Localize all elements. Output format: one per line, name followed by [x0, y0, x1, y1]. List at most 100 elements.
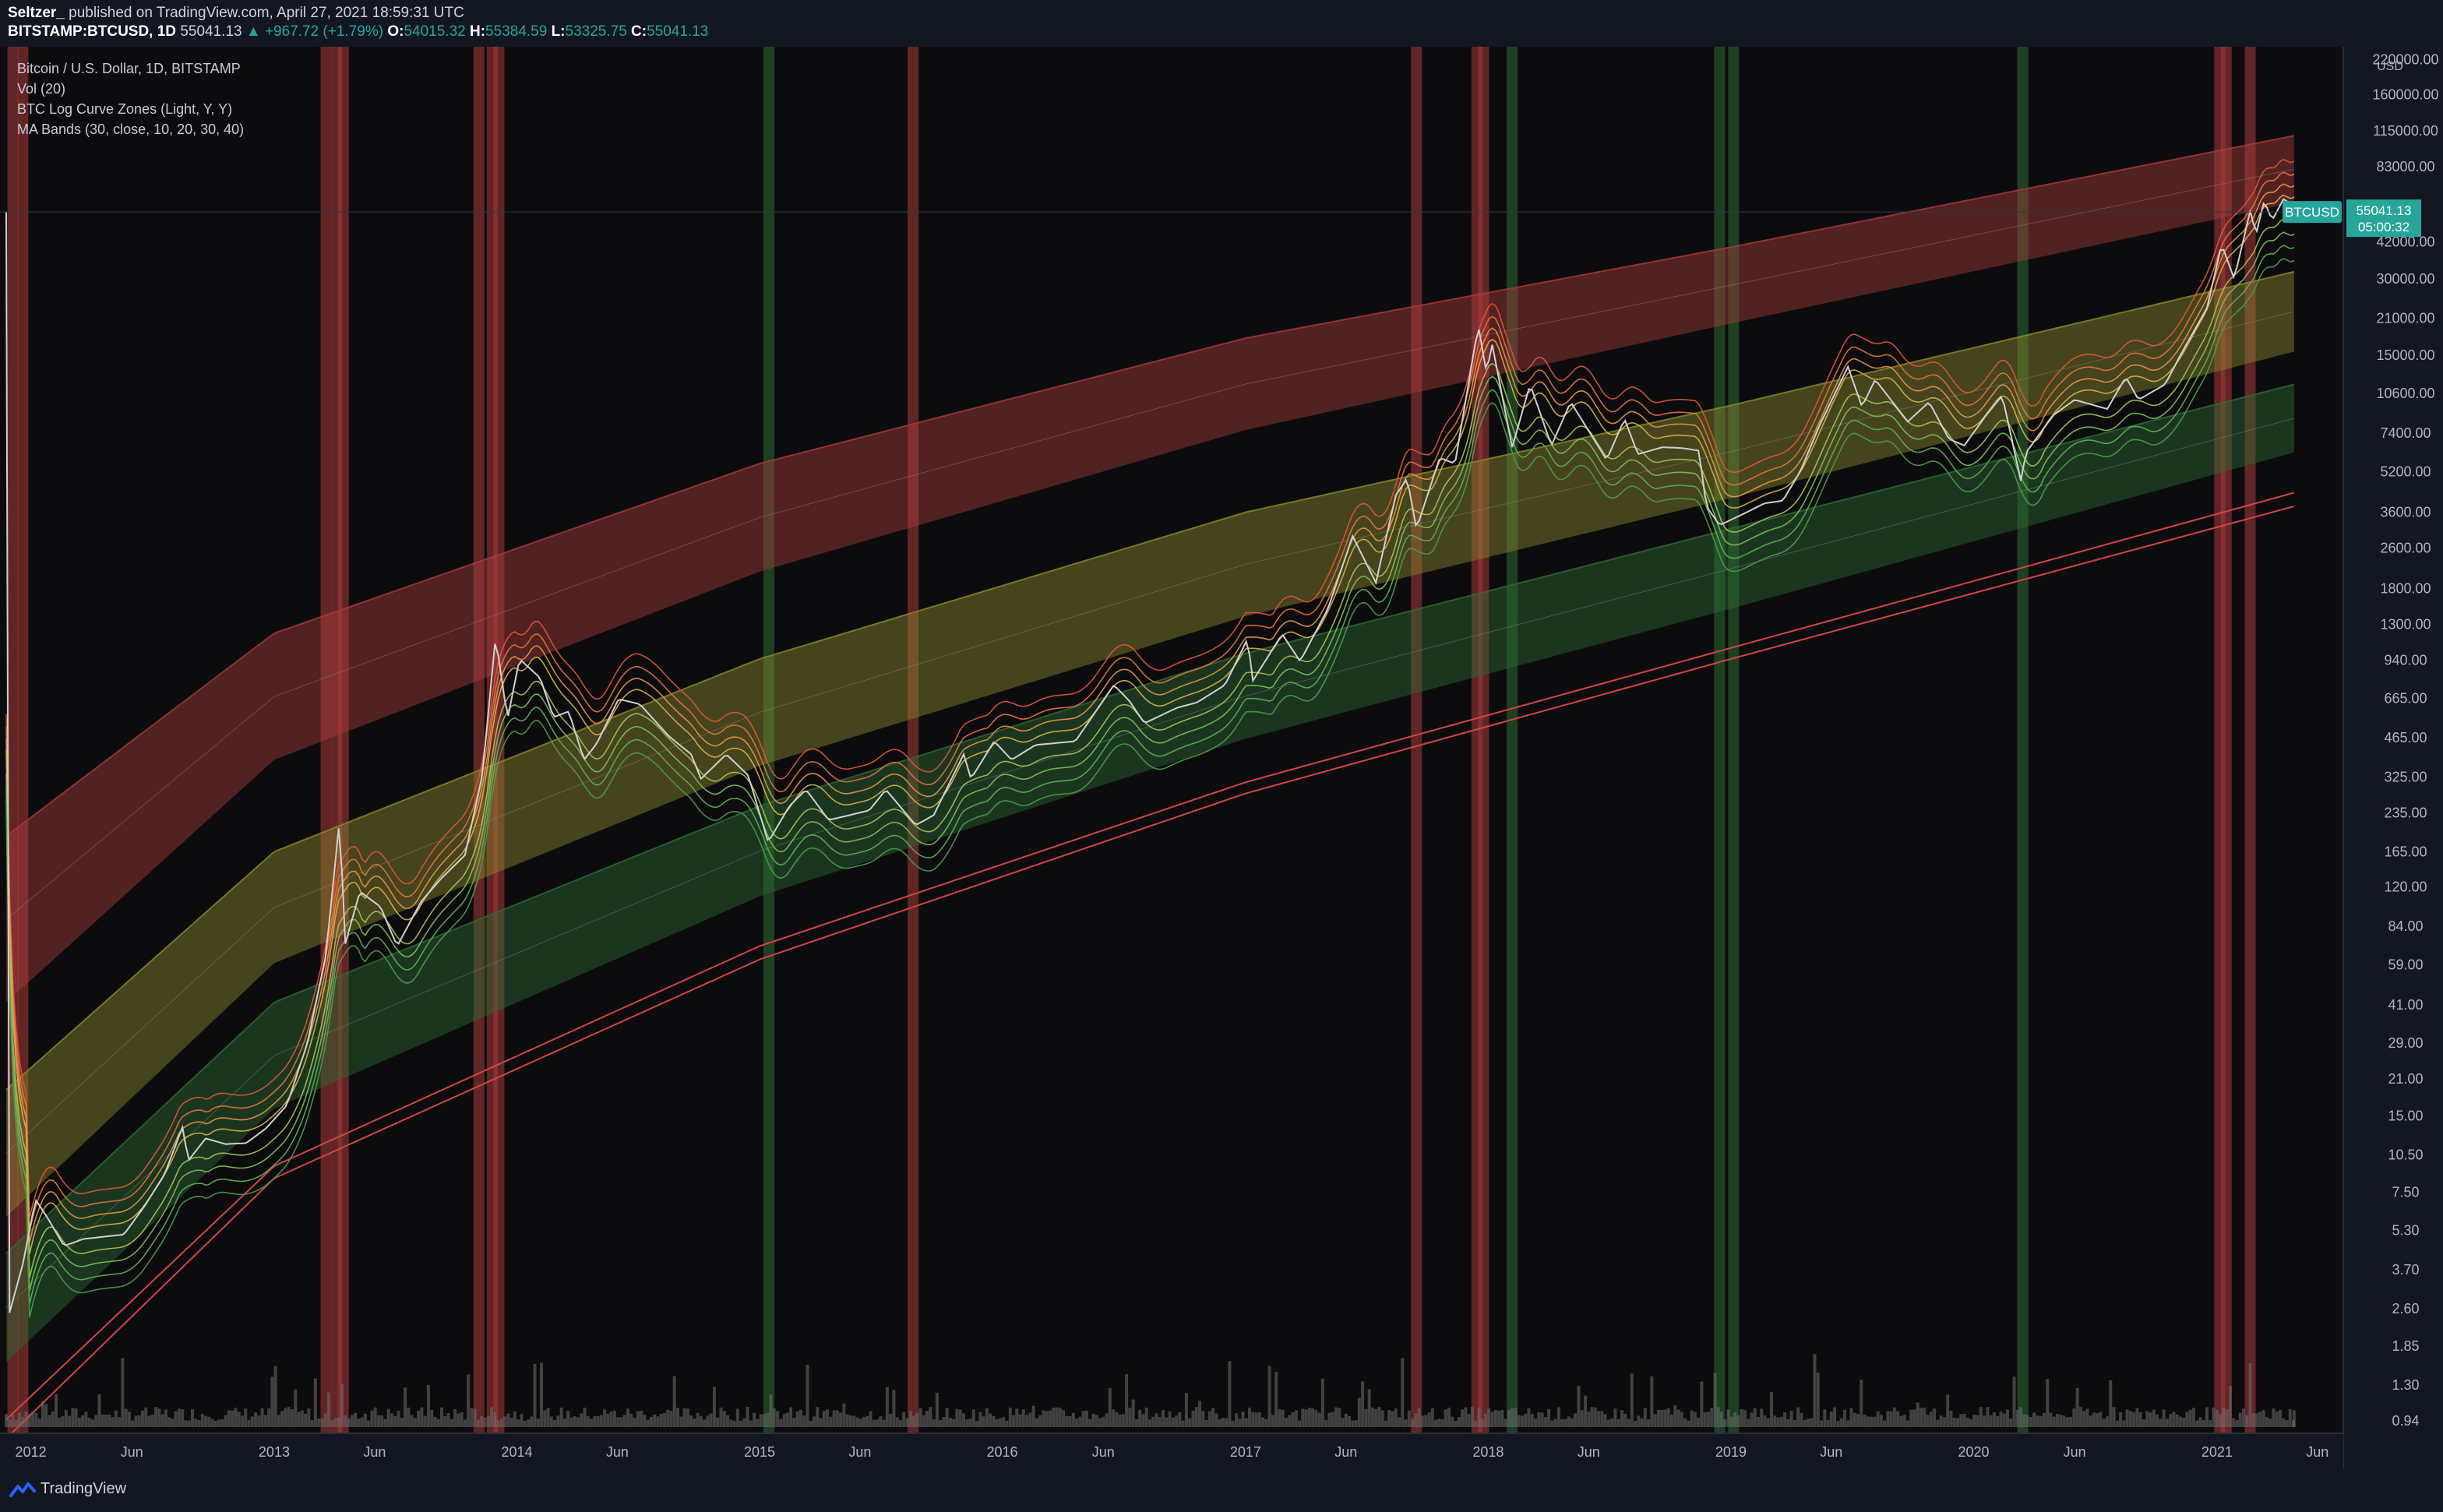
- volume-bar: [766, 1412, 770, 1427]
- volume-bar: [413, 1418, 417, 1427]
- volume-bar: [1700, 1381, 1704, 1427]
- volume-bar: [1879, 1415, 1883, 1427]
- brand-name[interactable]: TradingView: [41, 1480, 127, 1497]
- volume-bar: [1384, 1420, 1387, 1427]
- volume-bar: [876, 1419, 880, 1427]
- volume-bar: [81, 1415, 85, 1427]
- legend-ma-bands[interactable]: MA Bands (30, close, 10, 20, 30, 40): [17, 122, 245, 137]
- volume-bar: [1719, 1412, 1723, 1427]
- volume-bar: [1810, 1418, 1814, 1427]
- zone-red-upper-edge: [5, 135, 2294, 837]
- chart-header: Seltzer_ published on TradingView.com, A…: [0, 0, 2443, 47]
- volume-bar: [1912, 1409, 1916, 1427]
- y-tick-label: 2600.00: [2380, 541, 2431, 556]
- volume-bar: [71, 1408, 75, 1427]
- volume-bar: [1248, 1408, 1252, 1427]
- volume-bar: [1058, 1408, 1062, 1427]
- volume-bar: [2255, 1413, 2259, 1427]
- volume-bar: [782, 1413, 786, 1427]
- volume-bar: [1075, 1419, 1079, 1427]
- volume-bar: [1816, 1372, 1820, 1427]
- y-tick-label: 21.00: [2388, 1071, 2423, 1087]
- volume-bar: [1820, 1420, 1824, 1427]
- volume-bar: [234, 1408, 238, 1427]
- low-label: L:: [551, 23, 566, 40]
- volume-bar: [749, 1420, 753, 1427]
- volume-bar: [952, 1419, 956, 1427]
- volume-bar: [1021, 1409, 1025, 1427]
- volume-bar: [1374, 1408, 1378, 1427]
- volume-bar: [220, 1419, 224, 1427]
- volume-bar: [1288, 1415, 1292, 1427]
- volume-bar: [297, 1412, 301, 1427]
- volume-bar: [1789, 1411, 1793, 1427]
- tradingview-logo-icon[interactable]: [9, 1480, 36, 1499]
- volume-bar: [2075, 1388, 2079, 1427]
- x-tick-label: Jun: [363, 1444, 386, 1460]
- time-axis[interactable]: 2012 Jun 2013 Jun 2014 Jun 2015 Jun 2016 Jun 2017 J…: [16, 1444, 2329, 1460]
- volume-bar: [187, 1420, 191, 1427]
- volume-bar: [190, 1409, 194, 1427]
- volume-bar: [240, 1415, 244, 1427]
- volume-bar: [1889, 1411, 1893, 1427]
- volume-bar: [1175, 1415, 1179, 1427]
- volume-bar: [2056, 1414, 2060, 1427]
- volume-bar: [1511, 1408, 1514, 1427]
- volume-bar: [2191, 1408, 2195, 1427]
- volume-bar: [982, 1416, 985, 1427]
- volume-bar: [590, 1419, 594, 1427]
- volume-bar: [2112, 1407, 2116, 1427]
- volume-bar: [1942, 1417, 1946, 1427]
- volume-bar: [826, 1409, 830, 1427]
- volume-bar: [1454, 1420, 1458, 1427]
- volume-bar: [1314, 1410, 1318, 1427]
- y-tick-label: 665.00: [2384, 690, 2427, 706]
- volume-bar: [337, 1417, 340, 1427]
- y-tick-label: 42000.00: [2376, 234, 2434, 249]
- legend-title[interactable]: Bitcoin / U.S. Dollar, 1D, BITSTAMP: [17, 61, 241, 76]
- volume-bar: [1634, 1420, 1637, 1427]
- price-axis[interactable]: 220000.00 160000.00 115000.00 83000.00 42000…: [2372, 51, 2438, 1429]
- volume-bar: [1650, 1376, 1654, 1427]
- volume-bar: [1267, 1366, 1271, 1427]
- price-chart[interactable]: 220000.00 160000.00 115000.00 83000.00 42000…: [0, 47, 2443, 1469]
- volume-bar: [858, 1419, 862, 1427]
- volume-bar: [1225, 1418, 1229, 1427]
- volume-bar: [1534, 1418, 1538, 1427]
- volume-bar: [1128, 1408, 1132, 1427]
- volume-bar: [1035, 1418, 1038, 1427]
- volume-bar: [1380, 1410, 1384, 1427]
- volume-bar: [61, 1416, 65, 1427]
- legend-volume[interactable]: Vol (20): [17, 81, 66, 97]
- y-tick-label: 325.00: [2384, 770, 2427, 785]
- volume-bar: [1703, 1412, 1707, 1427]
- volume-bar: [2282, 1418, 2286, 1427]
- volume-bar: [2225, 1409, 2229, 1427]
- volume-bar: [1524, 1413, 1528, 1427]
- volume-bar: [1574, 1413, 1578, 1427]
- volume-bar: [357, 1419, 361, 1427]
- volume-bar: [1118, 1414, 1122, 1427]
- author-name[interactable]: Seltzer_: [8, 5, 65, 21]
- volume-bar: [669, 1411, 673, 1427]
- volume-bar: [2159, 1419, 2163, 1427]
- volume-bar: [77, 1417, 81, 1427]
- legend-log-curve-zones[interactable]: BTC Log Curve Zones (Light, Y, Y): [17, 101, 233, 117]
- symbol-label[interactable]: BITSTAMP:BTCUSD, 1D: [8, 23, 177, 40]
- volume-bar: [2272, 1408, 2276, 1427]
- volume-bar: [237, 1412, 241, 1427]
- volume-bar: [2258, 1412, 2262, 1427]
- volume-bar: [992, 1415, 996, 1427]
- volume-bar: [1683, 1418, 1687, 1427]
- volume-bar: [872, 1419, 876, 1427]
- volume-bar: [1105, 1413, 1109, 1427]
- volume-bar: [1577, 1386, 1581, 1427]
- volume-bar: [1301, 1408, 1305, 1427]
- volume-bar: [2078, 1407, 2082, 1427]
- volume-bar: [2106, 1416, 2110, 1427]
- volume-bar: [1344, 1413, 1348, 1427]
- volume-bar: [263, 1415, 267, 1427]
- volume-bar: [746, 1407, 749, 1427]
- volume-bar: [2102, 1419, 2106, 1427]
- volume-bar: [1939, 1415, 1943, 1427]
